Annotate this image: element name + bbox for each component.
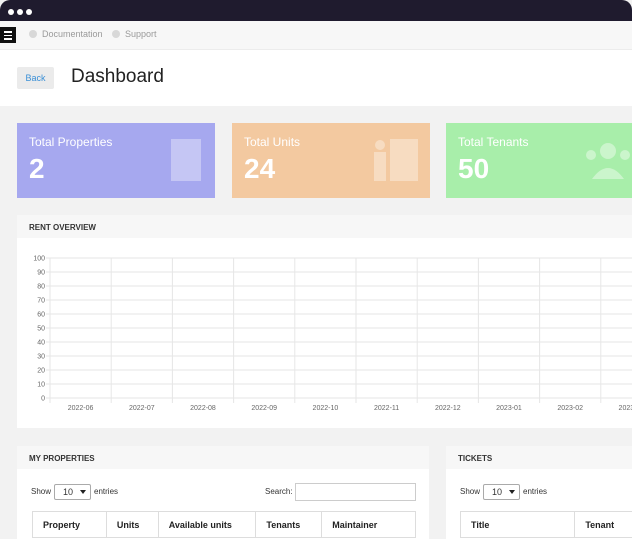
panel-header: RENT OVERVIEW [17, 215, 632, 238]
page-size-select[interactable]: 10 [54, 484, 92, 500]
card-label: Total Units [244, 135, 301, 149]
stat-card: Total Tenants 50 [446, 123, 632, 198]
column-header[interactable]: Property [32, 511, 107, 538]
y-tick-label: 40 [37, 340, 45, 347]
column-header[interactable]: Tenant [574, 511, 632, 538]
x-tick-label: 2023-03 [619, 405, 632, 412]
column-header[interactable]: Tenants [255, 511, 323, 538]
x-tick-label: 2022-08 [190, 405, 216, 412]
x-tick-label: 2022-11 [374, 405, 399, 412]
entries-label: entries [94, 487, 119, 497]
rent-overview-panel: RENT OVERVIEW 0 10 20 30 40 50 60 70 80 90 100 2022… [17, 215, 632, 428]
card-icon [374, 139, 418, 181]
x-tick-label: 2022-12 [435, 405, 461, 412]
tickets-panel: TICKETS Show 10 entries Title Tenant [446, 446, 632, 539]
window-dot [26, 9, 32, 15]
search-control: Search: [265, 483, 416, 501]
panel-title: TICKETS [458, 454, 493, 463]
panel-header: TICKETS [446, 446, 632, 469]
properties-panel: MY PROPERTIES Show 10 entries Search: Prop… [17, 446, 429, 539]
nav-link-text: Documentation [42, 29, 103, 39]
search-label: Search: [265, 487, 293, 497]
x-tick-label: 2022-09 [251, 405, 277, 412]
y-tick-label: 60 [37, 312, 45, 319]
window-dot [17, 9, 23, 15]
page-title: Dashboard [71, 66, 164, 87]
table-header-row: Property Units Available units Tenants Maint… [32, 511, 416, 538]
y-tick-label: 80 [37, 284, 45, 291]
card-icon [171, 139, 201, 181]
stat-card: Total Units 24 [232, 123, 430, 198]
card-label: Total Tenants [458, 135, 529, 149]
nav-link[interactable]: Documentation [29, 29, 103, 39]
rent-chart: 0 10 20 30 40 50 60 70 80 90 100 2022-06 2022-07 2022… [33, 256, 632, 412]
column-header[interactable]: Title [459, 511, 576, 538]
card-value: 50 [458, 153, 490, 184]
x-tick-label: 2022-06 [68, 405, 94, 412]
card-value: 2 [29, 153, 45, 184]
nav-bar: Documentation Support [0, 21, 632, 50]
y-tick-label: 0 [41, 396, 45, 403]
y-tick-label: 50 [37, 326, 45, 333]
page-size-control: Show 10 entries [460, 484, 547, 500]
search-input[interactable] [294, 483, 416, 501]
x-tick-label: 2022-10 [313, 405, 339, 412]
panel-title: MY PROPERTIES [29, 454, 95, 463]
page-header: Back Dashboard [0, 50, 632, 106]
y-tick-label: 30 [37, 354, 45, 361]
entries-label: entries [523, 487, 548, 497]
properties-table: Property Units Available units Tenants Maint… [32, 511, 416, 538]
page-size-select[interactable]: 10 [483, 484, 521, 500]
show-label: Show [31, 487, 52, 497]
tickets-table: Title Tenant [459, 511, 632, 538]
x-tick-label: 2023-02 [557, 405, 583, 412]
column-header[interactable]: Available units [157, 511, 257, 538]
window-dot [8, 9, 14, 15]
column-header[interactable]: Units [105, 511, 159, 538]
x-tick-label: 2022-07 [129, 405, 155, 412]
table-header-row: Title Tenant [459, 511, 632, 538]
card-icon [586, 143, 630, 179]
y-tick-label: 70 [37, 298, 45, 305]
nav-link[interactable]: Support [112, 29, 157, 39]
nav-link-text: Support [125, 29, 157, 39]
panel-title: RENT OVERVIEW [29, 223, 96, 232]
stat-card: Total Properties 2 [17, 123, 215, 198]
panel-header: MY PROPERTIES [17, 446, 429, 469]
column-header[interactable]: Maintainer [321, 511, 416, 538]
page-size-control: Show 10 entries [31, 484, 118, 500]
card-label: Total Properties [29, 135, 113, 149]
y-tick-label: 90 [37, 270, 45, 277]
card-value: 24 [244, 153, 276, 184]
back-button[interactable]: Back [17, 67, 54, 89]
y-tick-label: 20 [37, 368, 45, 375]
menu-button[interactable] [0, 27, 16, 43]
y-tick-label: 10 [37, 382, 45, 389]
show-label: Show [460, 487, 481, 497]
x-tick-label: 2023-01 [496, 405, 522, 412]
y-tick-label: 100 [33, 256, 45, 263]
window-bar [0, 0, 632, 21]
